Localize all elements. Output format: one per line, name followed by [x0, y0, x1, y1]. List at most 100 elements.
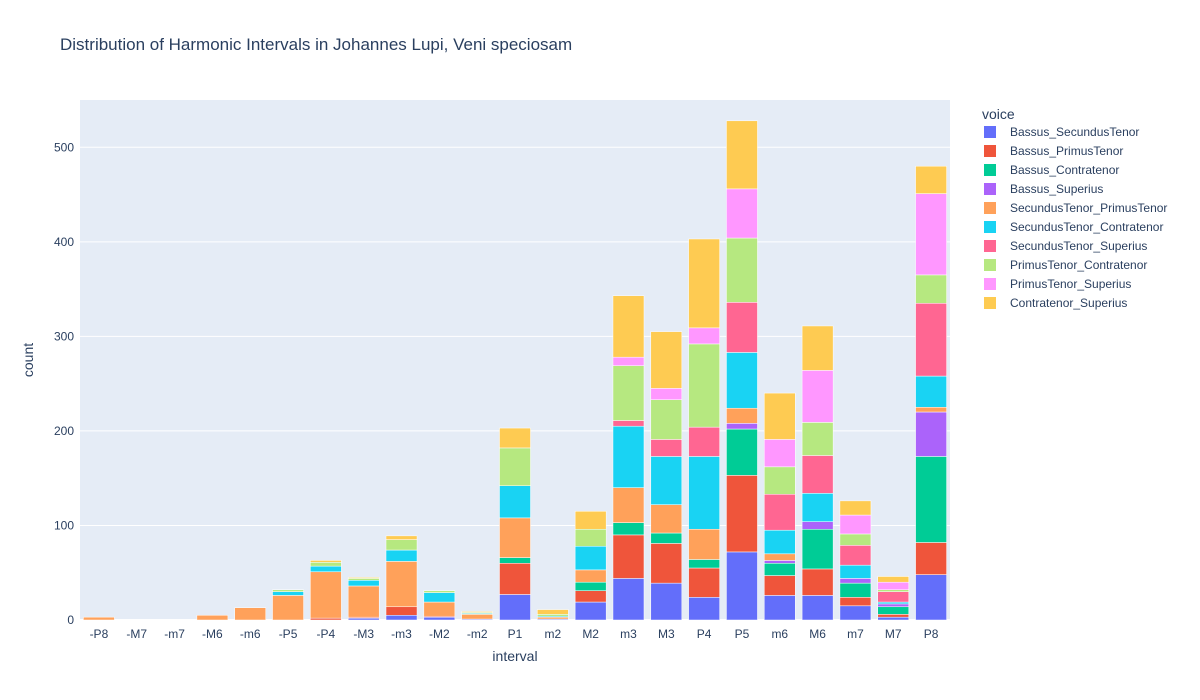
bar-Bassus_PrimusTenor-M3[interactable]	[650, 543, 683, 584]
bar-PrimusTenor_Contratenor--M3[interactable]	[347, 578, 380, 581]
bar-Bassus_SecundusTenor-m3[interactable]	[612, 578, 645, 621]
bar-SecundusTenor_Superius-P5[interactable]	[726, 302, 758, 353]
bar-Contratenor_Superius-M2[interactable]	[574, 511, 607, 530]
legend-swatch[interactable]	[984, 240, 996, 252]
bar-PrimusTenor_Contratenor--P5[interactable]	[272, 589, 304, 592]
bar-Bassus_PrimusTenor-m3[interactable]	[612, 534, 645, 579]
bar-SecundusTenor_PrimusTenor--P5[interactable]	[272, 595, 304, 621]
bar-SecundusTenor_PrimusTenor--m3[interactable]	[385, 561, 418, 608]
bar-PrimusTenor_Contratenor-P8[interactable]	[915, 274, 947, 304]
legend-label[interactable]: SecundusTenor_PrimusTenor	[1010, 201, 1167, 215]
bar-SecundusTenor_Contratenor-M3[interactable]	[650, 456, 683, 505]
legend-label[interactable]: PrimusTenor_Contratenor	[1010, 258, 1147, 272]
bar-Bassus_Superius-P5[interactable]	[726, 423, 758, 430]
bar-SecundusTenor_Contratenor--m3[interactable]	[385, 549, 418, 562]
bar-SecundusTenor_PrimusTenor--M2[interactable]	[423, 601, 456, 617]
bar-Bassus_Superius-P8[interactable]	[915, 411, 947, 457]
bar-Bassus_SecundusTenor--M3[interactable]	[347, 617, 380, 621]
bar-Bassus_Superius-M6[interactable]	[801, 521, 834, 530]
bar-SecundusTenor_Superius-m3[interactable]	[612, 420, 645, 427]
bar-Contratenor_Superius--P4[interactable]	[310, 560, 342, 563]
bar-PrimusTenor_Contratenor-m2[interactable]	[537, 614, 569, 617]
legend-label[interactable]: PrimusTenor_Superius	[1010, 277, 1131, 291]
bar-Contratenor_Superius-P5[interactable]	[726, 120, 758, 190]
bar-SecundusTenor_PrimusTenor--m2[interactable]	[461, 614, 493, 620]
bar-Contratenor_Superius--m2[interactable]	[461, 611, 493, 613]
bar-SecundusTenor_Contratenor-m7[interactable]	[839, 564, 872, 579]
bar-Contratenor_Superius-m6[interactable]	[764, 392, 796, 440]
bar-Bassus_Contratenor-P4[interactable]	[688, 559, 720, 569]
bar-Bassus_PrimusTenor-P5[interactable]	[726, 475, 758, 553]
legend-swatch[interactable]	[984, 183, 996, 195]
bar-PrimusTenor_Superius-M3[interactable]	[650, 388, 683, 400]
bar-Bassus_SecundusTenor--M2[interactable]	[423, 616, 456, 621]
bar-Contratenor_Superius-m2[interactable]	[537, 609, 569, 615]
bar-PrimusTenor_Contratenor-P4[interactable]	[688, 343, 720, 428]
bar-PrimusTenor_Superius-P5[interactable]	[726, 188, 758, 239]
bar-SecundusTenor_Contratenor-M6[interactable]	[801, 493, 834, 522]
bar-Contratenor_Superius-P8[interactable]	[915, 165, 947, 194]
legend-swatch[interactable]	[984, 259, 996, 271]
bar-Bassus_SecundusTenor-M3[interactable]	[650, 582, 683, 621]
bar-Bassus_Contratenor-M2[interactable]	[574, 581, 607, 591]
bar-Bassus_SecundusTenor--m3[interactable]	[385, 615, 418, 621]
bar-Bassus_PrimusTenor-m7[interactable]	[839, 597, 872, 607]
bar-Contratenor_Superius-P1[interactable]	[499, 427, 531, 449]
bar-Contratenor_Superius-P4[interactable]	[688, 238, 720, 329]
bar-SecundusTenor_PrimusTenor-M2[interactable]	[574, 569, 607, 583]
bar-Bassus_PrimusTenor--P4[interactable]	[310, 617, 342, 621]
bar-PrimusTenor_Contratenor-M2[interactable]	[574, 528, 607, 547]
bar-PrimusTenor_Contratenor-M7[interactable]	[877, 589, 910, 592]
bar-Bassus_SecundusTenor-P5[interactable]	[726, 551, 758, 621]
bar-Contratenor_Superius--m3[interactable]	[385, 535, 418, 540]
bar-Contratenor_Superius-M7[interactable]	[877, 576, 910, 583]
bar-SecundusTenor_PrimusTenor--P8[interactable]	[83, 616, 115, 621]
bar-PrimusTenor_Superius-m3[interactable]	[612, 356, 645, 366]
bar-Bassus_Contratenor-P8[interactable]	[915, 456, 947, 543]
bar-PrimusTenor_Superius-m6[interactable]	[764, 439, 796, 468]
bar-Bassus_Contratenor-M6[interactable]	[801, 528, 834, 570]
bar-Contratenor_Superius-M3[interactable]	[650, 331, 683, 389]
bar-SecundusTenor_Contratenor-P8[interactable]	[915, 375, 947, 408]
bar-Bassus_Contratenor-P1[interactable]	[499, 557, 531, 564]
bar-SecundusTenor_Contratenor-P4[interactable]	[688, 456, 720, 530]
bar-Bassus_PrimusTenor-M6[interactable]	[801, 568, 834, 596]
bar-PrimusTenor_Superius-m7[interactable]	[839, 514, 872, 535]
bar-SecundusTenor_PrimusTenor--P4[interactable]	[310, 571, 342, 619]
bar-SecundusTenor_PrimusTenor-m6[interactable]	[764, 553, 796, 561]
legend-swatch[interactable]	[984, 278, 996, 290]
bar-Bassus_SecundusTenor-P4[interactable]	[688, 597, 720, 621]
legend-label[interactable]: Bassus_Superius	[1010, 182, 1103, 196]
bar-Bassus_Contratenor-M3[interactable]	[650, 532, 683, 544]
bar-SecundusTenor_Superius-P8[interactable]	[915, 303, 947, 377]
bar-SecundusTenor_Superius-P4[interactable]	[688, 426, 720, 457]
bar-Contratenor_Superius--M3[interactable]	[347, 577, 380, 579]
bar-PrimusTenor_Superius-P4[interactable]	[688, 327, 720, 345]
bar-SecundusTenor_PrimusTenor-P5[interactable]	[726, 407, 758, 424]
bars[interactable]	[83, 120, 947, 621]
bar-PrimusTenor_Contratenor-P1[interactable]	[499, 447, 531, 486]
bar-PrimusTenor_Contratenor-m7[interactable]	[839, 533, 872, 546]
bar-PrimusTenor_Superius-M6[interactable]	[801, 370, 834, 423]
bar-Bassus_PrimusTenor-P8[interactable]	[915, 542, 947, 575]
bar-Bassus_Contratenor-P5[interactable]	[726, 428, 758, 476]
bar-SecundusTenor_Superius-M7[interactable]	[877, 591, 910, 603]
bar-SecundusTenor_Contratenor-M2[interactable]	[574, 546, 607, 571]
bar-Bassus_SecundusTenor-P8[interactable]	[915, 574, 947, 621]
bar-SecundusTenor_PrimusTenor--M6[interactable]	[196, 615, 229, 621]
bar-Bassus_PrimusTenor-P4[interactable]	[688, 567, 720, 598]
bar-SecundusTenor_Superius-M3[interactable]	[650, 439, 683, 457]
legend-swatch[interactable]	[984, 126, 996, 138]
bar-Bassus_Superius-M7[interactable]	[877, 603, 910, 608]
legend-label[interactable]: Bassus_PrimusTenor	[1010, 144, 1123, 158]
bar-SecundusTenor_PrimusTenor-M3[interactable]	[650, 504, 683, 534]
bar-SecundusTenor_PrimusTenor-m3[interactable]	[612, 487, 645, 523]
bar-SecundusTenor_Superius-M6[interactable]	[801, 455, 834, 494]
bar-SecundusTenor_Contratenor--P4[interactable]	[310, 565, 342, 573]
bar-SecundusTenor_Superius-m7[interactable]	[839, 545, 872, 566]
bar-PrimusTenor_Contratenor-M3[interactable]	[650, 399, 683, 440]
bar-Bassus_Contratenor-M7[interactable]	[877, 606, 910, 615]
bar-SecundusTenor_Contratenor-P1[interactable]	[499, 485, 531, 519]
bar-Bassus_Contratenor-m3[interactable]	[612, 522, 645, 536]
bar-SecundusTenor_Contratenor--M2[interactable]	[423, 592, 456, 603]
